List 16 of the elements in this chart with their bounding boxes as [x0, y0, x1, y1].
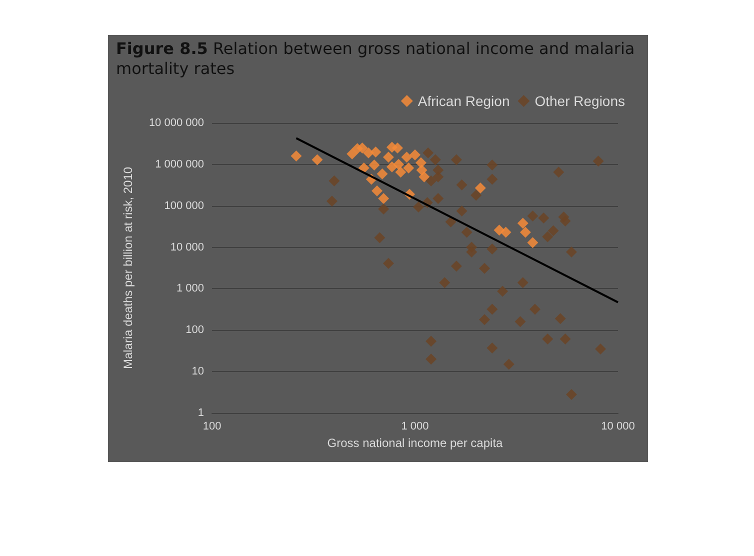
x-axis-title: Gross national income per capita [327, 436, 504, 450]
x-tick-label: 10 000 [601, 420, 635, 432]
y-tick-label: 1 000 [176, 282, 204, 295]
y-tick-label: 10 [192, 366, 204, 378]
y-tick-label: 10 000 000 [148, 117, 204, 129]
y-tick-label: 1 [198, 407, 204, 419]
y-tick-label: 1 000 000 [155, 158, 204, 170]
legend-label: African Region [418, 93, 510, 109]
x-tick-label: 1 000 [401, 420, 429, 432]
chart-title: Figure 8.5 Relation between gross national income and malaria mortality rates [116, 39, 636, 79]
y-tick-label: 10 000 [170, 241, 204, 254]
y-tick-label: 100 [186, 324, 204, 336]
legend-label: Other Regions [534, 93, 626, 109]
y-tick-label: 100 000 [164, 200, 204, 212]
y-axis-title: Malaria deaths per billion at risk, 2010 [121, 166, 135, 370]
x-tick-label: 100 [202, 420, 222, 432]
